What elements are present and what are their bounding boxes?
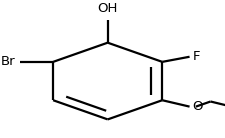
Text: Br: Br — [1, 55, 15, 68]
Text: O: O — [192, 100, 202, 113]
Text: F: F — [192, 50, 199, 63]
Text: OH: OH — [97, 2, 117, 14]
